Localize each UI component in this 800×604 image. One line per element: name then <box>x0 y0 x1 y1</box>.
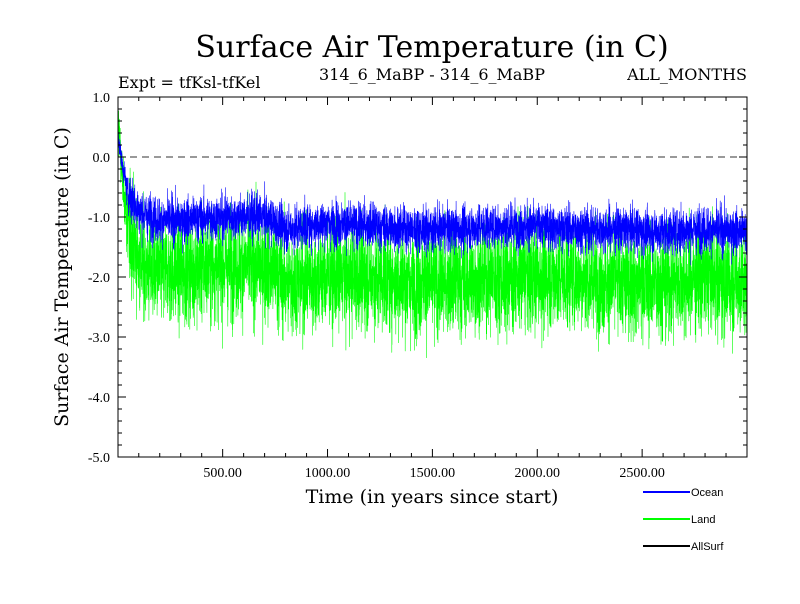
y-tick-label: -3.0 <box>88 331 110 346</box>
y-tick-label: -5.0 <box>88 451 110 466</box>
series-line-land <box>117 97 748 359</box>
plot-data-layer <box>117 97 748 359</box>
y-axis-label: Surface Air Temperature (in C) <box>51 127 73 427</box>
x-tick-label: 500.00 <box>203 466 242 481</box>
y-tick-label: 0.0 <box>93 151 111 166</box>
legend-label-land: Land <box>691 514 715 526</box>
x-tick-label: 1500.00 <box>410 466 456 481</box>
y-tick-label: -4.0 <box>88 391 110 406</box>
series-line-ocean <box>117 125 748 266</box>
chart-subtitle-right: ALL_MONTHS <box>626 65 747 84</box>
x-tick-label: 2500.00 <box>619 466 665 481</box>
legend-label-ocean: Ocean <box>691 487 723 499</box>
legend-label-allsurf: AllSurf <box>691 541 724 553</box>
x-axis-label: Time (in years since start) <box>306 486 559 508</box>
y-tick-label: -2.0 <box>88 271 110 286</box>
chart-subtitle-left: Expt = tfKsl-tfKel <box>118 73 260 92</box>
chart-title: Surface Air Temperature (in C) <box>195 30 668 65</box>
y-tick-label: -1.0 <box>88 211 110 226</box>
chart-subtitle-center: 314_6_MaBP - 314_6_MaBP <box>319 65 545 84</box>
axis-ticks-layer: 500.00 1000.00 1500.00 2000.00 2500.00 1.0 0.0… <box>88 91 747 481</box>
y-tick-label: 1.0 <box>93 91 111 106</box>
legend: Ocean Land AllSurf <box>643 487 724 553</box>
x-tick-label: 1000.00 <box>305 466 351 481</box>
x-tick-label: 2000.00 <box>515 466 561 481</box>
